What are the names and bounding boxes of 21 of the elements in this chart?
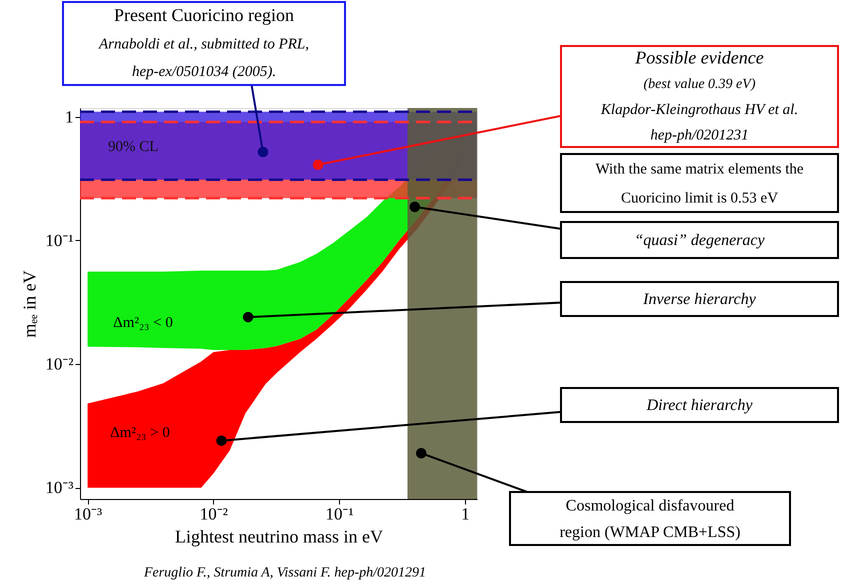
text: With the same matrix elements the Cuoricino limit is 0.53 eV <box>595 162 804 206</box>
y-axis-title: mₑₑ in eV <box>19 270 40 338</box>
x-tick-label: 10⁻² <box>200 504 228 524</box>
x-axis-title: Lightest neutrino mass in eV <box>175 526 383 546</box>
x-tick-label: 1 <box>461 504 470 524</box>
annotation: “quasi” degeneracy <box>634 232 766 249</box>
x-tick-label: 10⁻³ <box>74 504 102 524</box>
text: Feruglio F., Strumia A, Vissani F. hep-ph/0201291 <box>142 566 426 580</box>
x-tick-label: 10⁻¹ <box>326 504 354 524</box>
annotation: Cosmological disfavoured region (WMAP CMB+LSS) <box>560 497 740 541</box>
annotation: Present Cuoricino region Arnaboldi et al., submitted to PRL, hep-ex/0501034 (2005). <box>98 4 309 80</box>
annotation: Δm²₂₃ > 0 <box>110 425 170 441</box>
y-tick-label: 10⁻³ <box>45 478 74 498</box>
y-tick-label: 10⁻² <box>45 354 74 374</box>
annotation: Inverse hierarchy <box>642 291 757 308</box>
annotation: Direct hierarchy <box>646 397 754 414</box>
y-tick-label: 1 <box>65 107 74 126</box>
annotation: Possible evidence (best value 0.39 eV) Klapdor-Kleingrothaus HV et al. hep-ph/0201231 <box>600 48 798 144</box>
y-tick-label: 10⁻¹ <box>45 230 74 250</box>
band-label: 90% CL <box>108 138 158 155</box>
annotation: Δm²₂₃ < 0 <box>113 315 173 331</box>
